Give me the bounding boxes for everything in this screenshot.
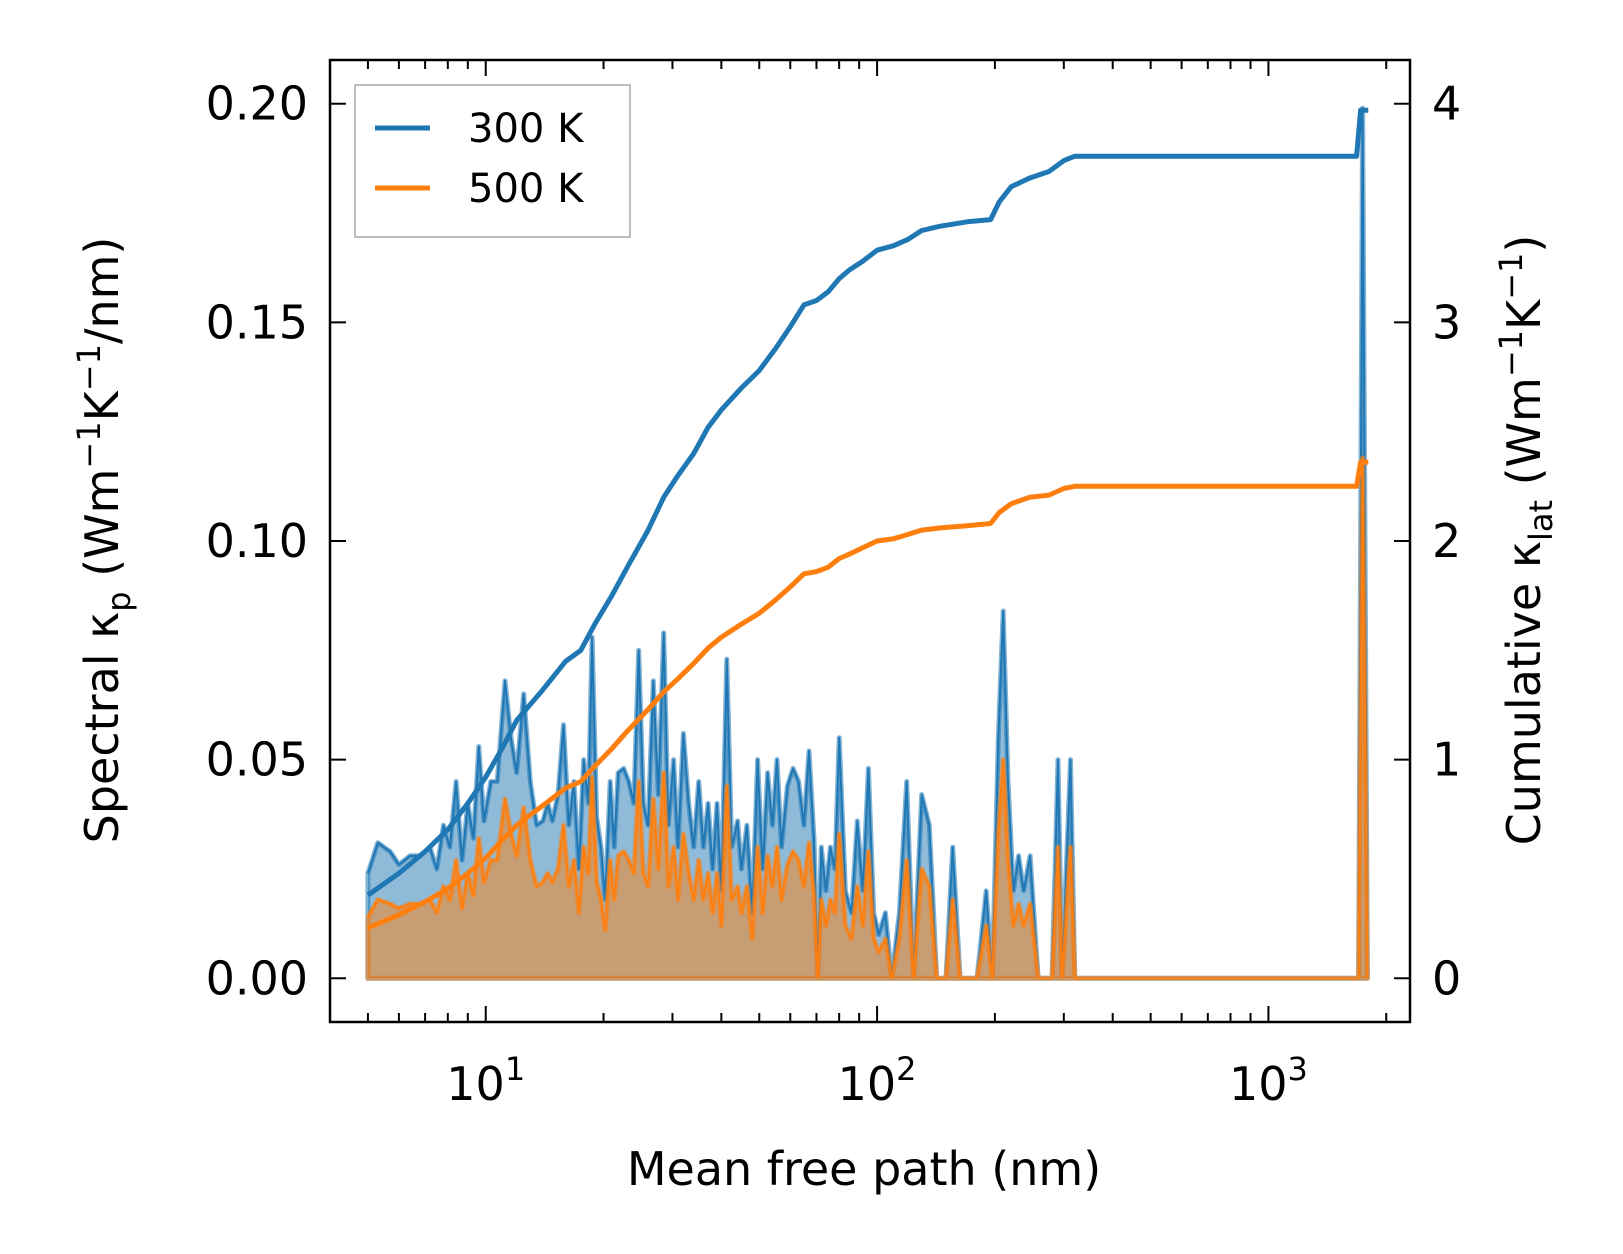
right-y-tick-label: 4 xyxy=(1432,77,1461,131)
right-y-tick-label: 0 xyxy=(1432,951,1461,1005)
spectral-500k-line xyxy=(367,456,1369,980)
x-tick-label: 103 xyxy=(1229,1050,1308,1111)
x-axis-label: Mean free path (nm) xyxy=(627,1142,1101,1196)
legend-label-300k: 300 K xyxy=(468,106,585,152)
right-y-tick-label: 3 xyxy=(1432,295,1461,349)
left-y-tick-label: 0.15 xyxy=(206,295,308,349)
axes: 101 102 103 0.00 0.05 0.10 0.15 0.20 0 1 2 3 4 xyxy=(206,58,1461,1111)
plot-area xyxy=(365,105,1370,981)
legend: 300 K 500 K xyxy=(354,84,631,238)
left-y-tick-label: 0.00 xyxy=(206,951,308,1005)
legend-label-500k: 500 K xyxy=(468,166,585,212)
right-y-tick-label: 2 xyxy=(1432,514,1461,568)
cumulative-300k-line xyxy=(366,107,1369,898)
left-y-tick-label: 0.05 xyxy=(206,733,308,787)
left-y-tick-label: 0.20 xyxy=(206,77,308,131)
x-tick-label: 102 xyxy=(838,1050,917,1111)
right-y-axis-label: Cumulative κlat (Wm−1K−1) xyxy=(1492,235,1560,846)
left-y-tick-label: 0.10 xyxy=(206,514,308,568)
x-tick-label: 101 xyxy=(446,1050,525,1111)
right-y-tick-label: 1 xyxy=(1432,733,1461,787)
legend-frame xyxy=(354,84,631,238)
cumulative-500k-line xyxy=(366,459,1369,931)
left-y-axis-label: Spectral κp (Wm−1K−1/nm) xyxy=(70,237,138,844)
